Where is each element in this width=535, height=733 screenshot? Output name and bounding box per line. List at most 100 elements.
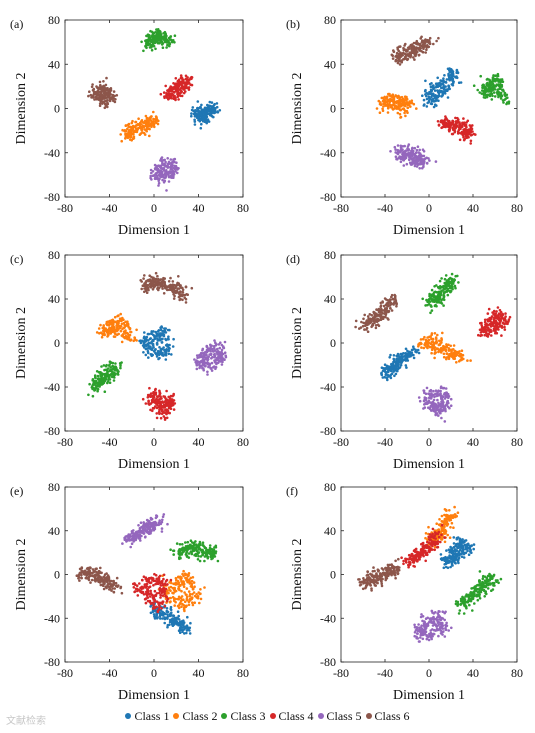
scatter-point xyxy=(97,384,101,388)
scatter-point xyxy=(451,282,455,285)
scatter-point xyxy=(144,281,148,284)
scatter-point xyxy=(422,399,426,403)
scatter-point xyxy=(108,328,112,331)
scatter-point xyxy=(415,148,419,152)
scatter-point xyxy=(94,386,98,390)
scatter-point xyxy=(162,354,165,357)
scatter-point xyxy=(390,293,394,297)
scatter-point xyxy=(164,358,168,361)
scatter-point xyxy=(456,274,459,278)
scatter-point xyxy=(391,364,395,368)
scatter-point xyxy=(157,177,160,181)
scatter-point xyxy=(430,288,434,292)
scatter-point xyxy=(170,39,173,42)
scatter-point xyxy=(455,124,459,127)
scatter-point xyxy=(218,346,222,350)
scatter-point xyxy=(408,353,411,356)
panel-label: (c) xyxy=(10,252,23,266)
scatter-point xyxy=(160,39,163,43)
scatter-point xyxy=(166,162,169,166)
scatter-point xyxy=(384,376,388,379)
scatter-point xyxy=(435,39,438,43)
scatter-point xyxy=(412,41,416,45)
scatter-point xyxy=(438,285,442,288)
scatter-point xyxy=(449,397,453,401)
scatter-point xyxy=(174,581,177,585)
scatter-point xyxy=(210,550,213,553)
scatter-point xyxy=(197,114,200,117)
scatter-point xyxy=(446,400,449,403)
scatter-point xyxy=(426,346,429,350)
scatter-point xyxy=(99,83,102,87)
scatter-point xyxy=(432,105,436,109)
scatter-point xyxy=(143,331,146,334)
scatter-point xyxy=(387,318,390,321)
scatter-point xyxy=(100,365,103,368)
scatter-point xyxy=(392,357,396,361)
scatter-point xyxy=(409,101,413,105)
scatter-point xyxy=(140,119,144,122)
scatter-point xyxy=(98,102,102,105)
scatter-point xyxy=(216,358,219,362)
scatter-point xyxy=(485,88,489,91)
scatter-point xyxy=(453,130,457,134)
scatter-point xyxy=(159,166,163,170)
scatter-point xyxy=(374,326,378,330)
scatter-point xyxy=(506,101,509,104)
scatter-point xyxy=(219,352,223,356)
scatter-point xyxy=(452,344,456,347)
scatter-point xyxy=(177,78,181,82)
scatter-point xyxy=(459,127,462,130)
scatter-point xyxy=(187,590,191,593)
scatter-point xyxy=(437,99,440,102)
scatter-point xyxy=(389,353,392,357)
scatter-point xyxy=(403,104,406,107)
scatter-point xyxy=(214,111,217,114)
scatter-point xyxy=(152,396,155,399)
scatter-point xyxy=(485,95,489,99)
scatter-point xyxy=(420,346,423,349)
scatter-point xyxy=(455,361,458,364)
scatter-point xyxy=(397,363,400,367)
scatter-point xyxy=(168,44,171,48)
scatter-point xyxy=(503,91,507,95)
scatter-point xyxy=(432,291,436,294)
scatter-point xyxy=(191,601,194,604)
scatter-point xyxy=(126,335,130,338)
scatter-point xyxy=(365,319,369,323)
scatter-point xyxy=(459,124,463,127)
scatter-point xyxy=(199,360,203,363)
scatter-point xyxy=(151,44,154,47)
scatter-point xyxy=(176,610,180,613)
scatter-point xyxy=(403,111,406,115)
scatter-point xyxy=(93,98,96,101)
scatter-point xyxy=(106,93,109,96)
scatter-point xyxy=(175,85,179,89)
scatter-point xyxy=(486,319,490,323)
scatter-point xyxy=(222,346,225,349)
scatter-point xyxy=(119,329,123,333)
scatter-point xyxy=(447,75,451,78)
scatter-point xyxy=(404,114,407,118)
scatter-point xyxy=(176,604,180,608)
scatter-point xyxy=(387,374,391,378)
scatter-point xyxy=(170,85,173,89)
scatter-point xyxy=(149,611,153,615)
scatter-point xyxy=(427,157,430,160)
scatter-point xyxy=(188,597,192,601)
scatter-point xyxy=(161,405,165,409)
scatter-point xyxy=(206,361,209,365)
scatter-point xyxy=(207,104,211,107)
scatter-point xyxy=(429,92,433,95)
scatter-point xyxy=(172,297,176,300)
scatter-point xyxy=(368,313,372,316)
scatter-point xyxy=(423,406,427,409)
scatter-point xyxy=(440,86,443,90)
scatter-point xyxy=(422,346,426,350)
y-tick-label: 0 xyxy=(330,102,336,116)
scatter-point xyxy=(164,408,167,412)
scatter-point xyxy=(136,123,140,126)
scatter-point xyxy=(428,36,432,40)
scatter-point xyxy=(168,87,171,91)
scatter-point xyxy=(363,313,367,317)
